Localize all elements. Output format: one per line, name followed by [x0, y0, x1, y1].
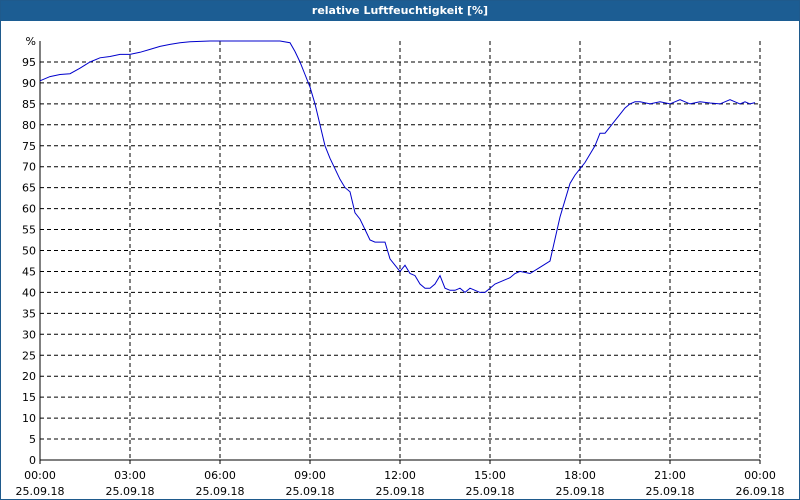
y-tick-label: 35	[22, 307, 36, 320]
y-tick-label: 60	[22, 203, 36, 216]
x-tick-label-date: 25.09.18	[376, 485, 425, 498]
x-tick-label-time: 12:00	[384, 469, 416, 482]
y-tick-label: 85	[22, 98, 36, 111]
x-tick-label-time: 21:00	[654, 469, 686, 482]
y-tick-label: 65	[22, 182, 36, 195]
y-tick-label: 45	[22, 265, 36, 278]
x-tick-label-time: 03:00	[114, 469, 146, 482]
y-tick-label: 20	[22, 370, 36, 383]
y-tick-label: 80	[22, 119, 36, 132]
x-tick-label-date: 25.09.18	[106, 485, 155, 498]
x-tick-label-time: 00:00	[744, 469, 776, 482]
chart-title: relative Luftfeuchtigkeit [%]	[1, 1, 799, 21]
y-tick-label: 15	[22, 391, 36, 404]
x-tick-label-date: 25.09.18	[646, 485, 695, 498]
x-tick-label-date: 26.09.18	[736, 485, 785, 498]
y-axis-label: %	[26, 35, 36, 48]
y-tick-label: 40	[22, 286, 36, 299]
y-tick-label: 55	[22, 224, 36, 237]
y-tick-label: 25	[22, 349, 36, 362]
series	[39, 40, 756, 294]
y-tick-label: 95	[22, 56, 36, 69]
y-tick-label: 30	[22, 328, 36, 341]
series-line	[39, 40, 756, 294]
axes	[39, 41, 761, 464]
x-tick-label-date: 25.09.18	[286, 485, 335, 498]
y-tick-label: 50	[22, 245, 36, 258]
x-tick-label-time: 18:00	[564, 469, 596, 482]
x-tick-label-time: 00:00	[24, 469, 56, 482]
y-tick-label: 5	[29, 433, 36, 446]
y-tick-label: 70	[22, 161, 36, 174]
x-tick-label-date: 25.09.18	[16, 485, 65, 498]
tick-labels: 0 5 10 15 20 25 30 35 40 45 50 55 60 65 70 75 80 85 90 95% 0…	[16, 35, 785, 498]
y-tick-label: 90	[22, 77, 36, 90]
x-tick-label-time: 15:00	[474, 469, 506, 482]
x-tick-label-date: 25.09.18	[466, 485, 515, 498]
y-tick-label: 75	[22, 140, 36, 153]
x-tick-label-date: 25.09.18	[196, 485, 245, 498]
x-tick-label-date: 25.09.18	[556, 485, 605, 498]
y-tick-label: 0	[29, 454, 36, 467]
y-tick-label: 10	[22, 412, 36, 425]
x-tick-label-time: 06:00	[204, 469, 236, 482]
x-tick-label-time: 09:00	[294, 469, 326, 482]
